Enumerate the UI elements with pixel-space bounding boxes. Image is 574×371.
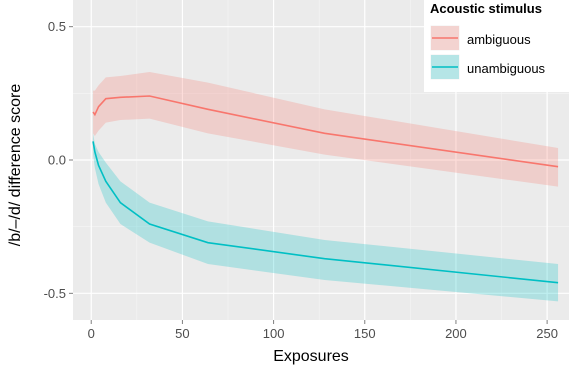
y-tick-label: -0.5 [44, 286, 66, 301]
y-tick-label: 0.5 [48, 19, 66, 34]
y-axis: -0.5 0.0 0.5 [44, 19, 73, 301]
series-lines [92, 95, 559, 284]
y-axis-title: /b/–/d/ difference score [7, 84, 24, 247]
x-tick-label: 100 [263, 326, 285, 341]
confidence-bands [93, 72, 559, 302]
x-tick-label: 200 [445, 326, 467, 341]
y-tick-label: 0.0 [48, 153, 66, 168]
grid-major [73, 0, 569, 320]
band-unambiguous [93, 133, 559, 302]
x-axis-title: Exposures [273, 348, 349, 365]
x-tick-label: 0 [88, 326, 95, 341]
legend-label-ambiguous: ambiguous [467, 32, 531, 47]
legend: Acoustic stimulus ambiguous unambiguous [424, 0, 574, 92]
band-ambiguous [93, 72, 559, 187]
line-unambiguous [92, 141, 559, 284]
x-tick-label: 150 [354, 326, 376, 341]
x-tick-label: 50 [175, 326, 189, 341]
x-axis: 0 50 100 150 200 250 [88, 320, 558, 341]
legend-label-unambiguous: unambiguous [467, 61, 546, 76]
x-tick-label: 250 [536, 326, 558, 341]
legend-title: Acoustic stimulus [430, 1, 542, 16]
line-ambiguous [92, 95, 559, 168]
